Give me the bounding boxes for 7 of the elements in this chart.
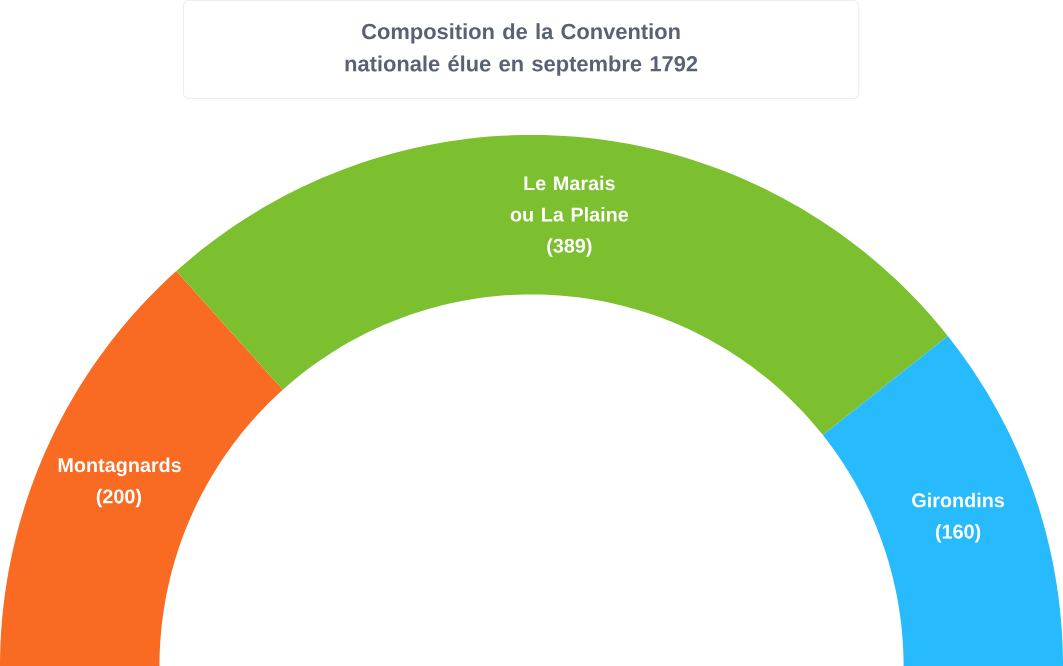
data-label: (200) [96, 488, 142, 508]
chart-title: Composition de la Convention nationale élue en septembre 1792 [345, 22, 698, 76]
slice-label: Le Marais ou La Plaine [510, 175, 629, 222]
slice-label: Montagnards [58, 457, 181, 476]
data-label: (389) [547, 238, 592, 257]
slice-label: Girondins [912, 492, 1005, 508]
data-label: (160) [935, 523, 981, 543]
